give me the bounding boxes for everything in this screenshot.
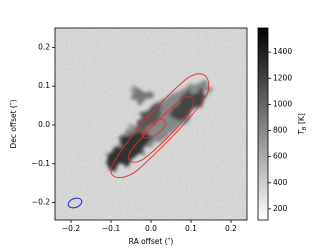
- contours: [110, 73, 210, 178]
- y-tick-label: 0.1: [38, 81, 50, 90]
- colorbar: [257, 27, 269, 221]
- colorbar-tick-label: 800: [273, 126, 288, 135]
- contour: [110, 73, 210, 178]
- colorbar-tick-label: 1400: [273, 47, 292, 56]
- colorbar-subscript: B: [302, 126, 308, 130]
- colorbar-tick-label: 200: [273, 204, 288, 213]
- colorbar-tick-label: 600: [273, 152, 288, 161]
- colorbar-tick-label: 1000: [273, 99, 292, 108]
- y-tick-label: −0.1: [32, 159, 50, 168]
- x-axis-label: RA offset (″): [129, 237, 174, 246]
- y-tick-label: 0.0: [38, 120, 50, 129]
- beam: [67, 197, 83, 209]
- x-tick-label: −0.1: [102, 224, 120, 233]
- intensity-map: [55, 28, 247, 220]
- x-tick-label: 0.0: [145, 224, 157, 233]
- x-tick-label: 0.2: [225, 224, 237, 233]
- colorbar-tick-label: 1200: [273, 73, 292, 82]
- x-tick-label: 0.1: [185, 224, 197, 233]
- colorbar-unit: [K]: [297, 113, 306, 124]
- colorbar-symbol: T: [297, 129, 306, 135]
- colorbar-label: TB [K]: [297, 113, 308, 135]
- contour: [141, 119, 166, 139]
- y-tick-label: 0.2: [38, 42, 50, 51]
- x-tick-label: −0.2: [62, 224, 80, 233]
- y-axis-label: Dec offset (″): [9, 99, 18, 148]
- y-tick-label: −0.2: [32, 198, 50, 207]
- contour: [128, 96, 194, 163]
- colorbar-tick-label: 400: [273, 178, 288, 187]
